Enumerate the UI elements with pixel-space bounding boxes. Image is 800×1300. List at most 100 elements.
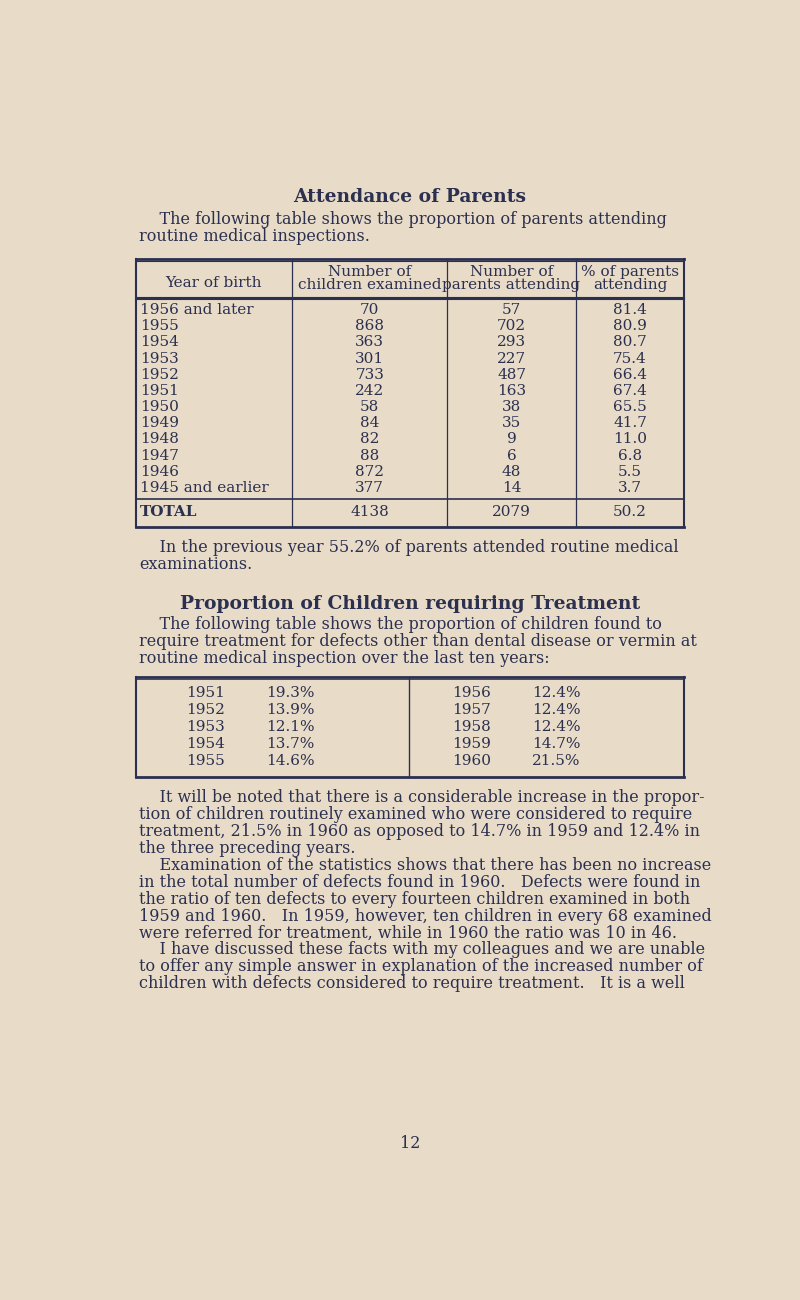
- Text: 1956: 1956: [452, 686, 490, 699]
- Text: 57: 57: [502, 303, 521, 317]
- Text: In the previous year 55.2% of parents attended routine medical: In the previous year 55.2% of parents at…: [138, 540, 678, 556]
- Text: 38: 38: [502, 400, 521, 415]
- Text: require treatment for defects other than dental disease or vermin at: require treatment for defects other than…: [138, 633, 697, 650]
- Text: 21.5%: 21.5%: [532, 754, 581, 767]
- Text: 1958: 1958: [452, 720, 490, 733]
- Text: 1946: 1946: [140, 465, 179, 478]
- Text: 3.7: 3.7: [618, 481, 642, 495]
- Text: 50.2: 50.2: [613, 504, 647, 519]
- Text: 1957: 1957: [452, 703, 490, 716]
- Text: % of parents: % of parents: [581, 265, 679, 280]
- Text: 1951: 1951: [186, 686, 225, 699]
- Text: 163: 163: [497, 384, 526, 398]
- Text: 12.1%: 12.1%: [266, 720, 315, 733]
- Text: 13.9%: 13.9%: [266, 703, 315, 716]
- Text: to offer any simple answer in explanation of the increased number of: to offer any simple answer in explanatio…: [138, 958, 702, 975]
- Text: 2079: 2079: [492, 504, 531, 519]
- Text: the ratio of ten defects to every fourteen children examined in both: the ratio of ten defects to every fourte…: [138, 891, 690, 907]
- Text: 868: 868: [355, 320, 384, 333]
- Text: 733: 733: [355, 368, 384, 382]
- Text: 66.4: 66.4: [613, 368, 647, 382]
- Text: Number of: Number of: [328, 265, 411, 280]
- Text: 14.6%: 14.6%: [266, 754, 315, 767]
- Text: routine medical inspections.: routine medical inspections.: [138, 229, 370, 246]
- Text: 1949: 1949: [140, 416, 179, 430]
- Text: 13.7%: 13.7%: [266, 737, 315, 750]
- Text: 80.7: 80.7: [614, 335, 647, 350]
- Text: Proportion of Children requiring Treatment: Proportion of Children requiring Treatme…: [180, 595, 640, 612]
- Text: 242: 242: [355, 384, 384, 398]
- Text: parents attending: parents attending: [442, 278, 581, 291]
- Text: 377: 377: [355, 481, 384, 495]
- Text: 11.0: 11.0: [613, 433, 647, 446]
- Text: 75.4: 75.4: [614, 351, 647, 365]
- Text: 1947: 1947: [140, 448, 179, 463]
- Text: 1956 and later: 1956 and later: [140, 303, 254, 317]
- Text: I have discussed these facts with my colleagues and we are unable: I have discussed these facts with my col…: [138, 941, 705, 958]
- Text: attending: attending: [593, 278, 667, 291]
- Text: Examination of the statistics shows that there has been no increase: Examination of the statistics shows that…: [138, 857, 711, 874]
- Text: 702: 702: [497, 320, 526, 333]
- Text: 12.4%: 12.4%: [532, 720, 581, 733]
- Text: 48: 48: [502, 465, 522, 478]
- Text: treatment, 21.5% in 1960 as opposed to 14.7% in 1959 and 12.4% in: treatment, 21.5% in 1960 as opposed to 1…: [138, 823, 700, 840]
- Text: 5.5: 5.5: [618, 465, 642, 478]
- Text: 1954: 1954: [140, 335, 179, 350]
- Text: TOTAL: TOTAL: [140, 504, 198, 519]
- Text: examinations.: examinations.: [138, 556, 252, 573]
- Text: 65.5: 65.5: [614, 400, 647, 415]
- Text: 14: 14: [502, 481, 522, 495]
- Text: 1945 and earlier: 1945 and earlier: [140, 481, 269, 495]
- Text: Number of: Number of: [470, 265, 553, 280]
- Text: 4138: 4138: [350, 504, 389, 519]
- Text: 1952: 1952: [186, 703, 225, 716]
- Text: were referred for treatment, while in 1960 the ratio was 10 in 46.: were referred for treatment, while in 19…: [138, 924, 677, 941]
- Text: 1960: 1960: [452, 754, 490, 767]
- Text: 41.7: 41.7: [613, 416, 647, 430]
- Text: 9: 9: [506, 433, 517, 446]
- Text: 1954: 1954: [186, 737, 225, 750]
- Text: 80.9: 80.9: [613, 320, 647, 333]
- Text: It will be noted that there is a considerable increase in the propor-: It will be noted that there is a conside…: [138, 789, 704, 806]
- Text: Attendance of Parents: Attendance of Parents: [294, 188, 526, 207]
- Text: 1951: 1951: [140, 384, 179, 398]
- Text: 84: 84: [360, 416, 379, 430]
- Text: 1953: 1953: [186, 720, 225, 733]
- Text: 14.7%: 14.7%: [532, 737, 581, 750]
- Text: The following table shows the proportion of parents attending: The following table shows the proportion…: [138, 212, 666, 229]
- Text: 227: 227: [497, 351, 526, 365]
- Text: 363: 363: [355, 335, 384, 350]
- Text: 1948: 1948: [140, 433, 179, 446]
- Text: children examined: children examined: [298, 278, 442, 291]
- Text: 88: 88: [360, 448, 379, 463]
- Text: 1950: 1950: [140, 400, 179, 415]
- Text: 19.3%: 19.3%: [266, 686, 315, 699]
- Text: 12.4%: 12.4%: [532, 703, 581, 716]
- Text: 35: 35: [502, 416, 521, 430]
- Text: Year of birth: Year of birth: [166, 276, 262, 290]
- Text: 81.4: 81.4: [613, 303, 647, 317]
- Text: 1959 and 1960.   In 1959, however, ten children in every 68 examined: 1959 and 1960. In 1959, however, ten chi…: [138, 907, 711, 924]
- Text: 1955: 1955: [140, 320, 179, 333]
- Text: The following table shows the proportion of children found to: The following table shows the proportion…: [138, 616, 662, 633]
- Text: 6: 6: [506, 448, 517, 463]
- Text: 487: 487: [497, 368, 526, 382]
- Text: 1952: 1952: [140, 368, 179, 382]
- Text: 58: 58: [360, 400, 379, 415]
- Text: children with defects considered to require treatment.   It is a well: children with defects considered to requ…: [138, 975, 685, 992]
- Text: 12: 12: [400, 1135, 420, 1152]
- Text: 872: 872: [355, 465, 384, 478]
- Text: 1955: 1955: [186, 754, 225, 767]
- Text: 301: 301: [355, 351, 384, 365]
- Text: 70: 70: [360, 303, 379, 317]
- Text: in the total number of defects found in 1960.   Defects were found in: in the total number of defects found in …: [138, 874, 700, 890]
- Text: 12.4%: 12.4%: [532, 686, 581, 699]
- Text: 1959: 1959: [452, 737, 490, 750]
- Text: 1953: 1953: [140, 351, 179, 365]
- Text: 293: 293: [497, 335, 526, 350]
- Text: routine medical inspection over the last ten years:: routine medical inspection over the last…: [138, 650, 550, 667]
- Text: 82: 82: [360, 433, 379, 446]
- Text: the three preceding years.: the three preceding years.: [138, 840, 355, 857]
- Text: tion of children routinely examined who were considered to require: tion of children routinely examined who …: [138, 806, 692, 823]
- Text: 6.8: 6.8: [618, 448, 642, 463]
